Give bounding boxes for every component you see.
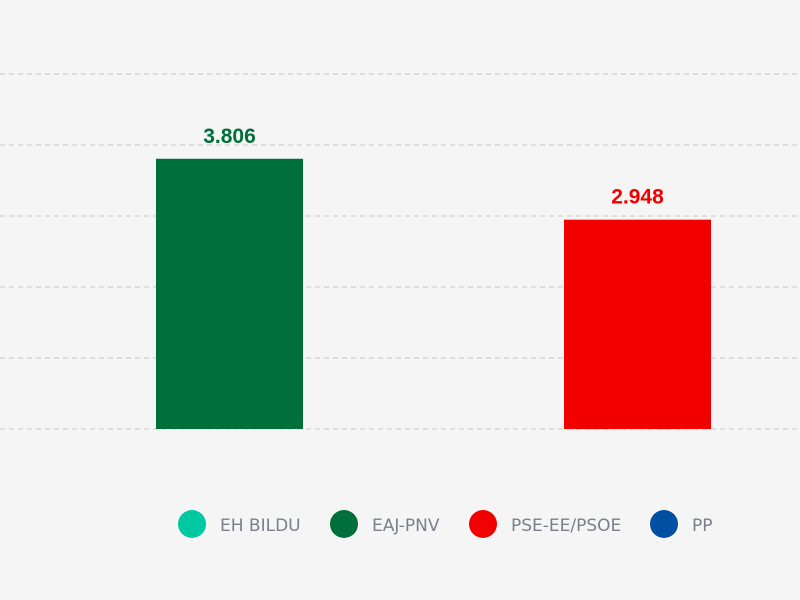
legend-swatch (178, 510, 206, 538)
legend-label: PP (692, 516, 713, 536)
legend-label: PSE-EE/PSOE (511, 516, 622, 536)
bar-value-label-eaj-pnv: 3.806 (203, 125, 256, 148)
legend-label: EAJ-PNV (372, 516, 440, 536)
bar-value-label-pse-ee-psoe: 2.948 (611, 186, 664, 209)
bar-pse-ee-psoe[interactable] (564, 219, 711, 429)
legend: EH BILDU EAJ-PNV PSE-EE/PSOE PP (0, 506, 800, 546)
legend-swatch (650, 510, 678, 538)
legend-swatch (469, 510, 497, 538)
bars (156, 158, 711, 430)
bar-eaj-pnv[interactable] (156, 158, 303, 430)
legend-swatch (330, 510, 358, 538)
bar-value-labels: 3.806 2.948 (203, 125, 664, 209)
legend-label: EH BILDU (220, 516, 301, 536)
